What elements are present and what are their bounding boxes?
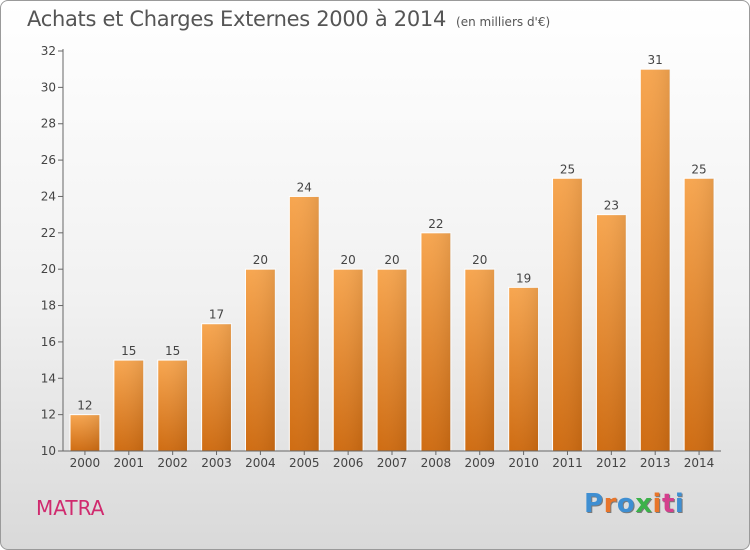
bar-shade <box>596 214 627 451</box>
bar-shade <box>640 69 671 451</box>
bar-value-label: 22 <box>428 217 443 231</box>
bar-value-label: 20 <box>472 253 487 267</box>
logo-letter: x <box>635 489 653 519</box>
y-axis: 10 12 14 16 18 20 22 24 26 28 30 32 <box>41 44 64 458</box>
bar-shade <box>113 360 144 451</box>
x-tick-label: 2004 <box>245 456 276 470</box>
chart-title-block: Achats et Charges Externes 2000 à 2014 (e… <box>27 7 550 31</box>
x-tick-label: 2006 <box>333 456 364 470</box>
x-tick-label: 2014 <box>684 456 715 470</box>
commune-name: MATRA <box>36 496 105 520</box>
bar-value-label: 25 <box>691 162 706 176</box>
bar-shade <box>420 232 451 451</box>
x-tick-label: 2005 <box>289 456 320 470</box>
x-tick-label: 2001 <box>114 456 145 470</box>
bar-value-label: 20 <box>340 253 355 267</box>
bar-shade <box>157 360 188 451</box>
logo-letter: t <box>661 489 675 519</box>
bar-value-label: 25 <box>560 162 575 176</box>
bar-value-label: 15 <box>121 344 136 358</box>
x-tick-label: 2002 <box>157 456 188 470</box>
bar-value-label: 20 <box>253 253 268 267</box>
chart-title: Achats et Charges Externes 2000 à 2014 <box>27 7 447 31</box>
bar-shade <box>464 269 495 451</box>
x-tick-label: 2012 <box>596 456 627 470</box>
y-tick-label: 16 <box>41 335 56 349</box>
bar-value-label: 19 <box>516 271 531 285</box>
y-tick-label: 20 <box>41 262 56 276</box>
y-tick-label: 12 <box>41 408 56 422</box>
bar-shade <box>377 269 407 451</box>
bar-chart: 10 12 14 16 18 20 22 24 26 28 30 32 12 15 15 17 20 24 20 2… <box>41 44 721 470</box>
logo-letter: i <box>652 489 662 519</box>
bar-shade <box>201 323 232 451</box>
y-tick-label: 26 <box>41 153 56 167</box>
y-tick-label: 28 <box>41 117 56 131</box>
x-tick-label: 2010 <box>508 456 539 470</box>
x-tick-label: 2003 <box>201 456 232 470</box>
y-tick-label: 32 <box>41 44 56 58</box>
bar-shade <box>333 269 364 451</box>
logo-letter: o <box>616 489 636 519</box>
y-tick-label: 22 <box>41 226 56 240</box>
bar-shade <box>245 269 276 451</box>
bar-shade <box>552 178 583 452</box>
x-tick-label: 2008 <box>421 456 452 470</box>
y-tick-label: 30 <box>41 80 56 94</box>
bar-value-label: 12 <box>77 399 92 413</box>
bar-shade <box>289 196 320 451</box>
logo-letter: r <box>603 489 617 519</box>
bar-value-label: 15 <box>165 344 180 358</box>
bar-value-label: 17 <box>209 308 224 322</box>
y-tick-label: 14 <box>41 371 56 385</box>
x-tick-label: 2007 <box>377 456 408 470</box>
bar-shade <box>684 178 714 452</box>
chart-subtitle: (en milliers d'€) <box>456 15 551 29</box>
bar-value-label: 20 <box>384 253 399 267</box>
logo-letter: P <box>584 489 604 519</box>
x-axis: 2000 2001 2002 2003 2004 2005 2006 2007 2008 2009… <box>63 450 721 470</box>
bar-shade <box>70 414 100 451</box>
bar-value-label: 24 <box>297 180 312 194</box>
x-tick-label: 2011 <box>552 456 583 470</box>
proxiti-logo[interactable]: Proxiti <box>584 489 684 519</box>
x-tick-label: 2000 <box>70 456 101 470</box>
logo-letter: i <box>674 489 685 519</box>
x-tick-label: 2009 <box>464 456 495 470</box>
x-tick-label: 2013 <box>640 456 671 470</box>
bar-shade <box>508 287 539 451</box>
y-tick-label: 18 <box>41 299 56 313</box>
bars: 12 15 15 17 20 24 20 20 22 20 19 25 23 31 25 <box>69 53 715 452</box>
bar-value-label: 23 <box>604 199 619 213</box>
bar-value-label: 31 <box>648 53 663 67</box>
y-tick-label: 10 <box>41 444 56 458</box>
y-tick-label: 24 <box>41 189 56 203</box>
